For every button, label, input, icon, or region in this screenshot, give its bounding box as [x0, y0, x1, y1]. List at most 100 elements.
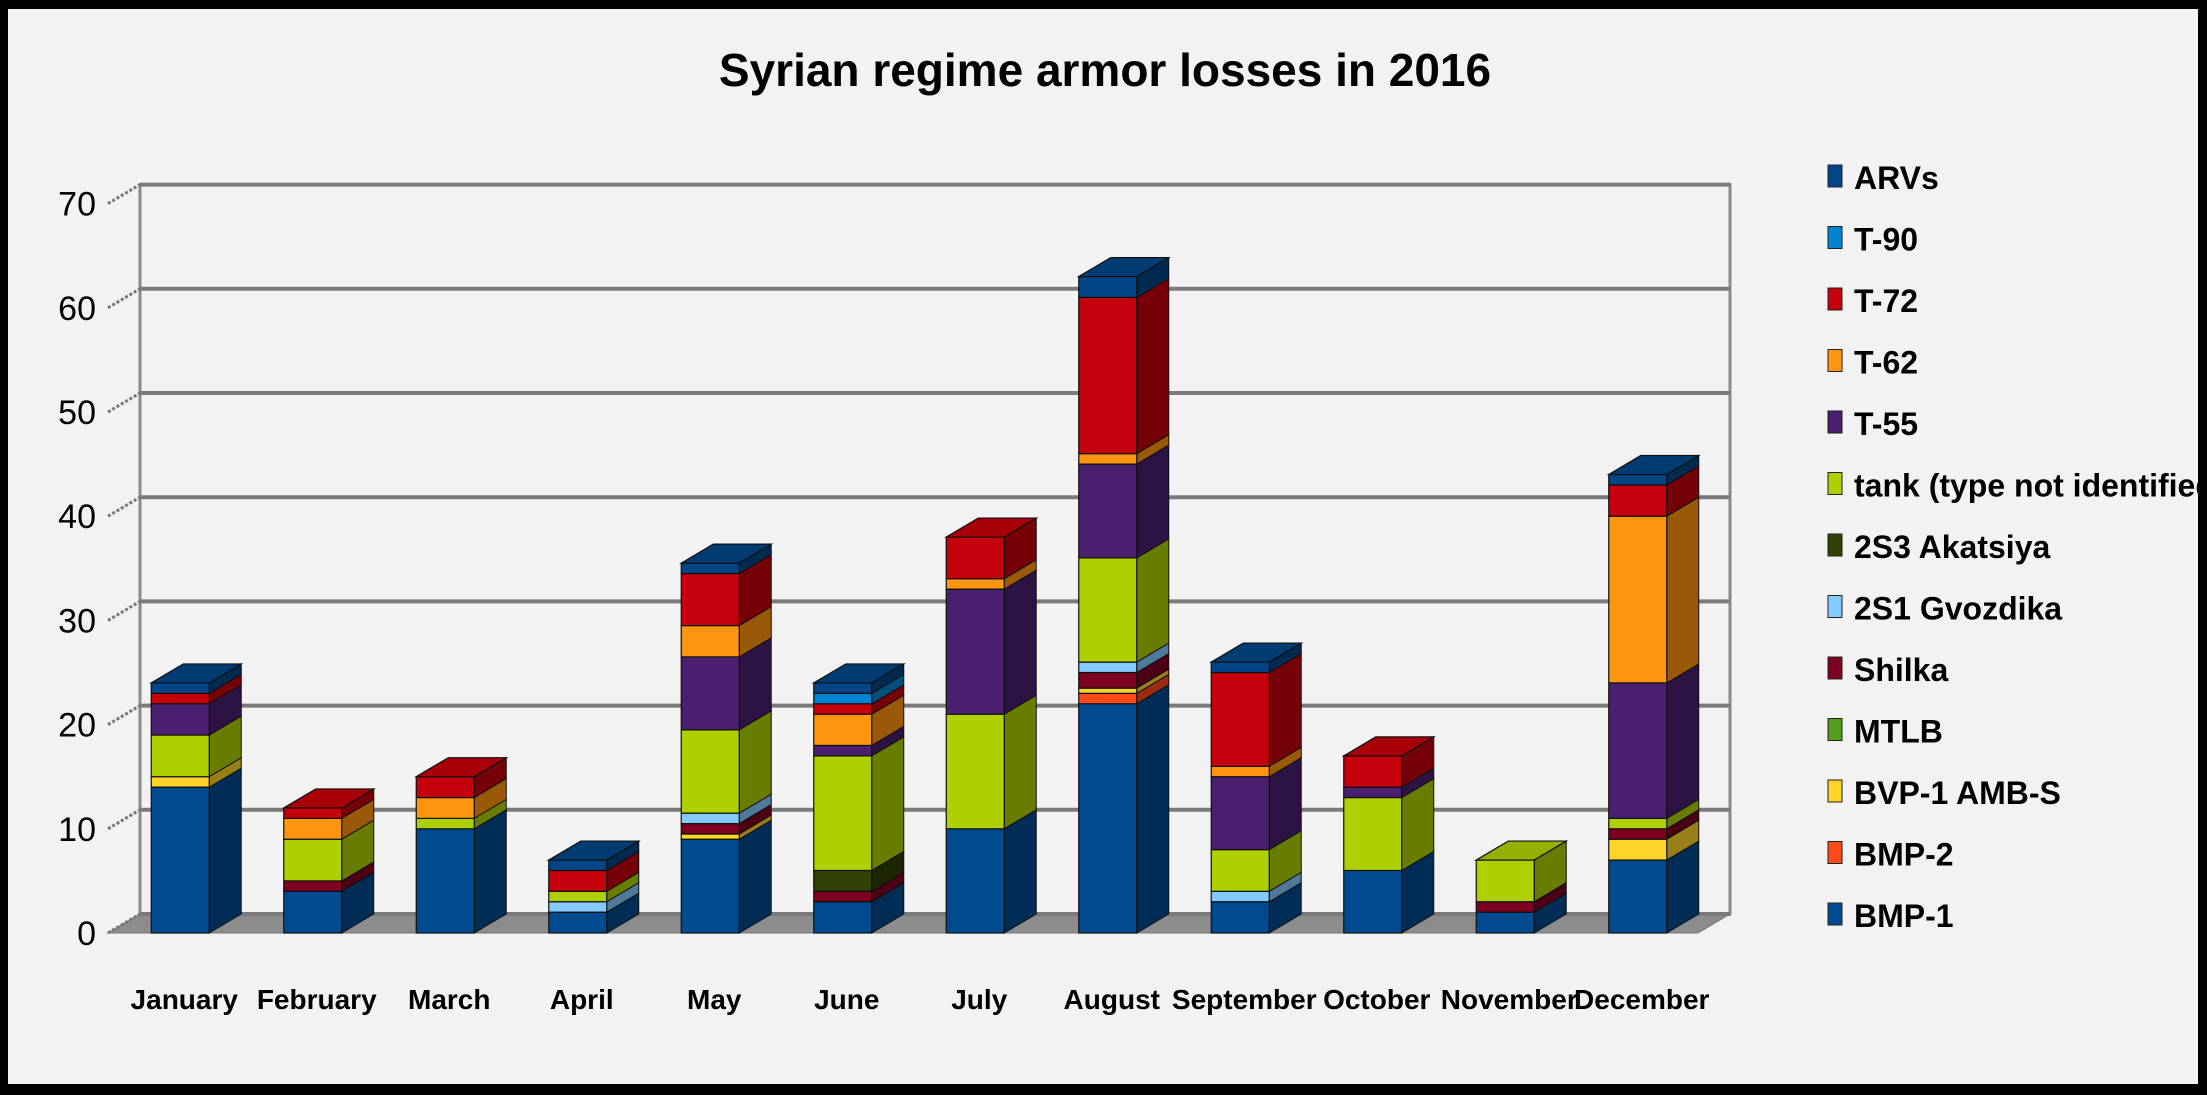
- bar-top: [1341, 736, 1436, 757]
- stacked-bar-chart: 0 10 20 30 40 50 60 70 January February March Apri…: [58, 44, 2198, 1015]
- y-tick-label: 60: [58, 290, 96, 328]
- bar-segment: [1078, 652, 1170, 690]
- bar-segment: [1608, 819, 1700, 861]
- x-tick-label: October: [1323, 984, 1430, 1015]
- grid-lines: [107, 182, 1730, 935]
- x-tick-label: September: [1172, 984, 1317, 1015]
- y-tick-label: 70: [58, 186, 96, 224]
- chart-walls: [138, 183, 1732, 916]
- legend-item: ARVs: [1827, 160, 1939, 196]
- bar-stack-november: [1474, 840, 1569, 934]
- back-wall: [138, 183, 1732, 916]
- bar-segment: [945, 517, 1037, 580]
- bar-stack-august: [1076, 256, 1171, 934]
- legend-label: Shilka: [1854, 652, 1948, 688]
- legend-swatch: [1827, 226, 1843, 249]
- bar-stack-june: [811, 663, 906, 934]
- bar-top: [546, 840, 641, 861]
- bar-stack-september: [1209, 642, 1304, 934]
- grid-depth-line: [107, 495, 141, 518]
- legend-label: T-55: [1854, 406, 1918, 442]
- chart-title: Syrian regime armor losses in 2016: [719, 44, 1491, 96]
- bar-segment: [680, 553, 772, 627]
- bar-segment: [1078, 277, 1170, 455]
- legend-item: T-72: [1827, 283, 1918, 319]
- legend-swatch: [1827, 595, 1843, 618]
- y-tick-label: 20: [58, 707, 96, 745]
- bar-segment: [1078, 673, 1170, 705]
- bar-top: [1209, 642, 1304, 663]
- legend-item: T-90: [1827, 222, 1918, 258]
- legend-swatch: [1827, 410, 1843, 434]
- y-tick-label: 40: [58, 498, 96, 536]
- bar-top: [1606, 454, 1701, 476]
- x-tick-label: November: [1441, 984, 1578, 1015]
- legend: ARVs T-90 T-72 T-62 T-55 tank (type not ident…: [1827, 160, 2198, 934]
- x-tick-label: May: [687, 984, 742, 1015]
- bars: [149, 256, 1701, 934]
- bar-segment: [945, 808, 1037, 934]
- bar-segment: [150, 767, 242, 934]
- legend-item: T-55: [1827, 406, 1918, 442]
- bar-stack-march: [414, 756, 509, 934]
- legend-item: BMP-2: [1827, 837, 1954, 873]
- legend-item: tank (type not identified): [1827, 468, 2198, 504]
- bar-stack-december: [1606, 454, 1701, 934]
- y-tick-label: 0: [77, 915, 96, 953]
- bar-segment: [548, 850, 640, 893]
- grid-depth-line: [107, 808, 141, 831]
- bar-stack-july: [944, 517, 1039, 934]
- legend-label: ARVs: [1854, 160, 1939, 196]
- bar-top: [811, 663, 906, 684]
- bar-segment: [945, 694, 1037, 830]
- bar-segment: [813, 735, 905, 872]
- bar-top: [679, 543, 774, 564]
- legend-swatch: [1827, 902, 1843, 926]
- bar-top: [944, 517, 1039, 538]
- x-tick-label: February: [257, 984, 377, 1015]
- bar-segment: [150, 683, 242, 736]
- y-tick-label: 10: [58, 811, 96, 849]
- y-axis: 0 10 20 30 40 50 60 70: [58, 186, 96, 953]
- legend-label: MTLB: [1854, 714, 1943, 750]
- x-tick-label: June: [814, 984, 879, 1015]
- legend-item: Shilka: [1827, 652, 1948, 688]
- legend-swatch: [1827, 287, 1843, 311]
- bar-segment: [680, 605, 772, 658]
- legend-item: T-62: [1827, 345, 1918, 381]
- bar-segment: [415, 808, 507, 934]
- legend-item: BMP-1: [1827, 898, 1954, 934]
- bar-segment: [813, 694, 905, 747]
- legend-swatch: [1827, 349, 1843, 372]
- x-tick-label: April: [550, 984, 614, 1015]
- y-tick-label: 50: [58, 394, 96, 432]
- legend-swatch: [1827, 718, 1843, 741]
- x-tick-label: January: [131, 984, 239, 1015]
- grid-depth-line: [107, 912, 141, 935]
- x-tick-label: March: [408, 984, 490, 1015]
- x-axis: January February March April May June July Augu…: [131, 984, 1710, 1015]
- grid-depth-line: [107, 600, 141, 622]
- legend-label: 2S1 Gvozdika: [1854, 591, 2062, 627]
- bar-segment: [1210, 756, 1302, 851]
- bar-segment: [1210, 881, 1302, 934]
- bar-segment: [283, 798, 375, 841]
- bar-segment: [680, 709, 772, 815]
- bar-segment: [1210, 652, 1302, 768]
- bar-segment: [1078, 256, 1170, 299]
- legend-label: tank (type not identified): [1854, 468, 2198, 504]
- legend-swatch: [1827, 472, 1843, 495]
- legend-swatch: [1827, 841, 1843, 864]
- legend-item: 2S1 Gvozdika: [1827, 591, 2062, 627]
- bar-segment: [1343, 850, 1435, 934]
- bar-segment: [283, 819, 375, 882]
- x-tick-label: December: [1574, 984, 1710, 1015]
- bar-segment: [1210, 829, 1302, 893]
- bar-segment: [415, 777, 507, 820]
- x-tick-label: July: [951, 984, 1007, 1015]
- bar-segment: [283, 871, 375, 934]
- legend-label: 2S3 Akatsiya: [1854, 529, 2050, 565]
- legend-swatch: [1827, 779, 1843, 803]
- bar-segment: [1608, 496, 1700, 684]
- bar-stack-january: [149, 663, 244, 934]
